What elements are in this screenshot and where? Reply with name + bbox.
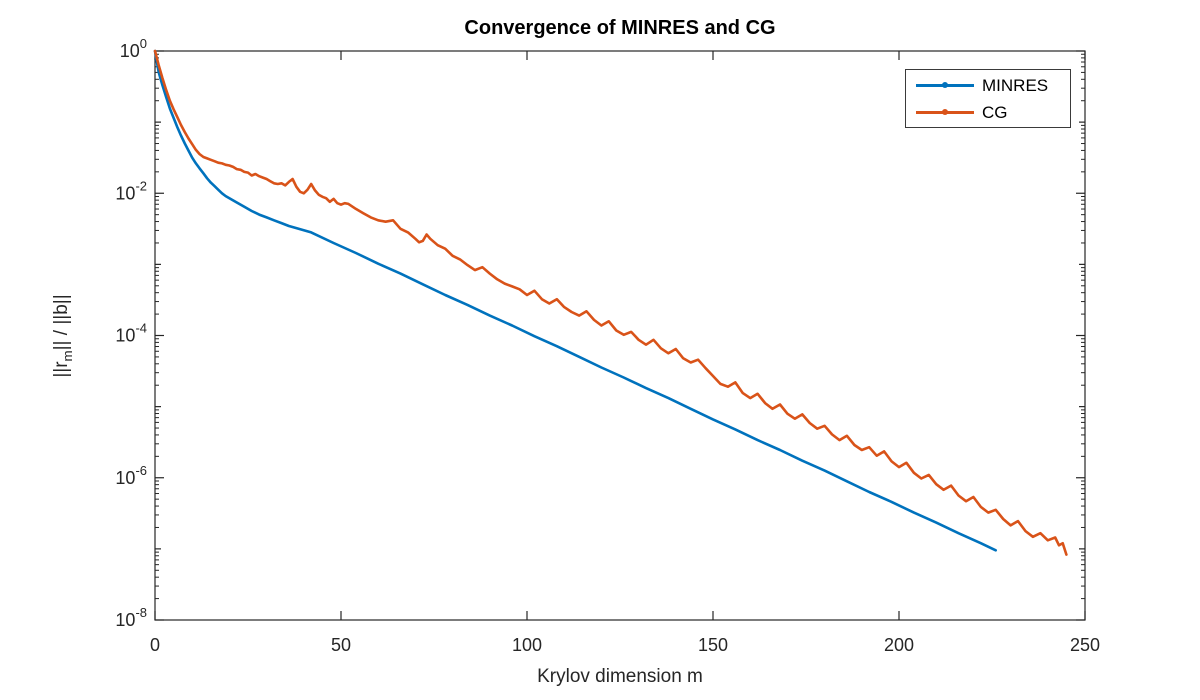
x-ticks: 0 50 100 150 200 250 (150, 51, 1100, 655)
chart-title: Convergence of MINRES and CG (464, 17, 776, 39)
y-tick-label: 10-2 (115, 178, 147, 203)
y-tick-label: 10-8 (115, 605, 147, 630)
y-axis-label-pre: ||r (51, 361, 73, 378)
x-tick-label: 150 (698, 635, 728, 655)
legend[interactable]: MINRES CG (905, 69, 1071, 128)
y-axis-label-post: || / ||b|| (51, 294, 73, 351)
series-line-cg (153, 49, 1068, 556)
legend-entry-minres[interactable]: MINRES (906, 74, 1070, 97)
legend-label-minres: MINRES (982, 75, 1049, 95)
x-axis-label: Krylov dimension m (537, 666, 703, 687)
y-ticks: 100 10-2 10-4 10-6 10-8 (115, 36, 1085, 630)
x-tick-label: 50 (331, 635, 351, 655)
y-tick-label: 100 (120, 36, 147, 61)
x-tick-label: 100 (512, 635, 542, 655)
y-axis-label-sub: m (59, 350, 75, 362)
cg-line-sample-icon (916, 101, 974, 124)
x-tick-label: 0 (150, 635, 160, 655)
plot-box (154, 50, 1086, 621)
x-tick-label: 250 (1070, 635, 1100, 655)
x-tick-label: 200 (884, 635, 914, 655)
y-tick-label: 10-4 (115, 321, 147, 346)
legend-entry-cg[interactable]: CG (906, 101, 1070, 124)
y-tick-label: 10-6 (115, 463, 147, 488)
minres-line-sample-icon (916, 74, 974, 97)
legend-label-cg: CG (982, 102, 1008, 122)
series-line-minres (153, 49, 998, 552)
